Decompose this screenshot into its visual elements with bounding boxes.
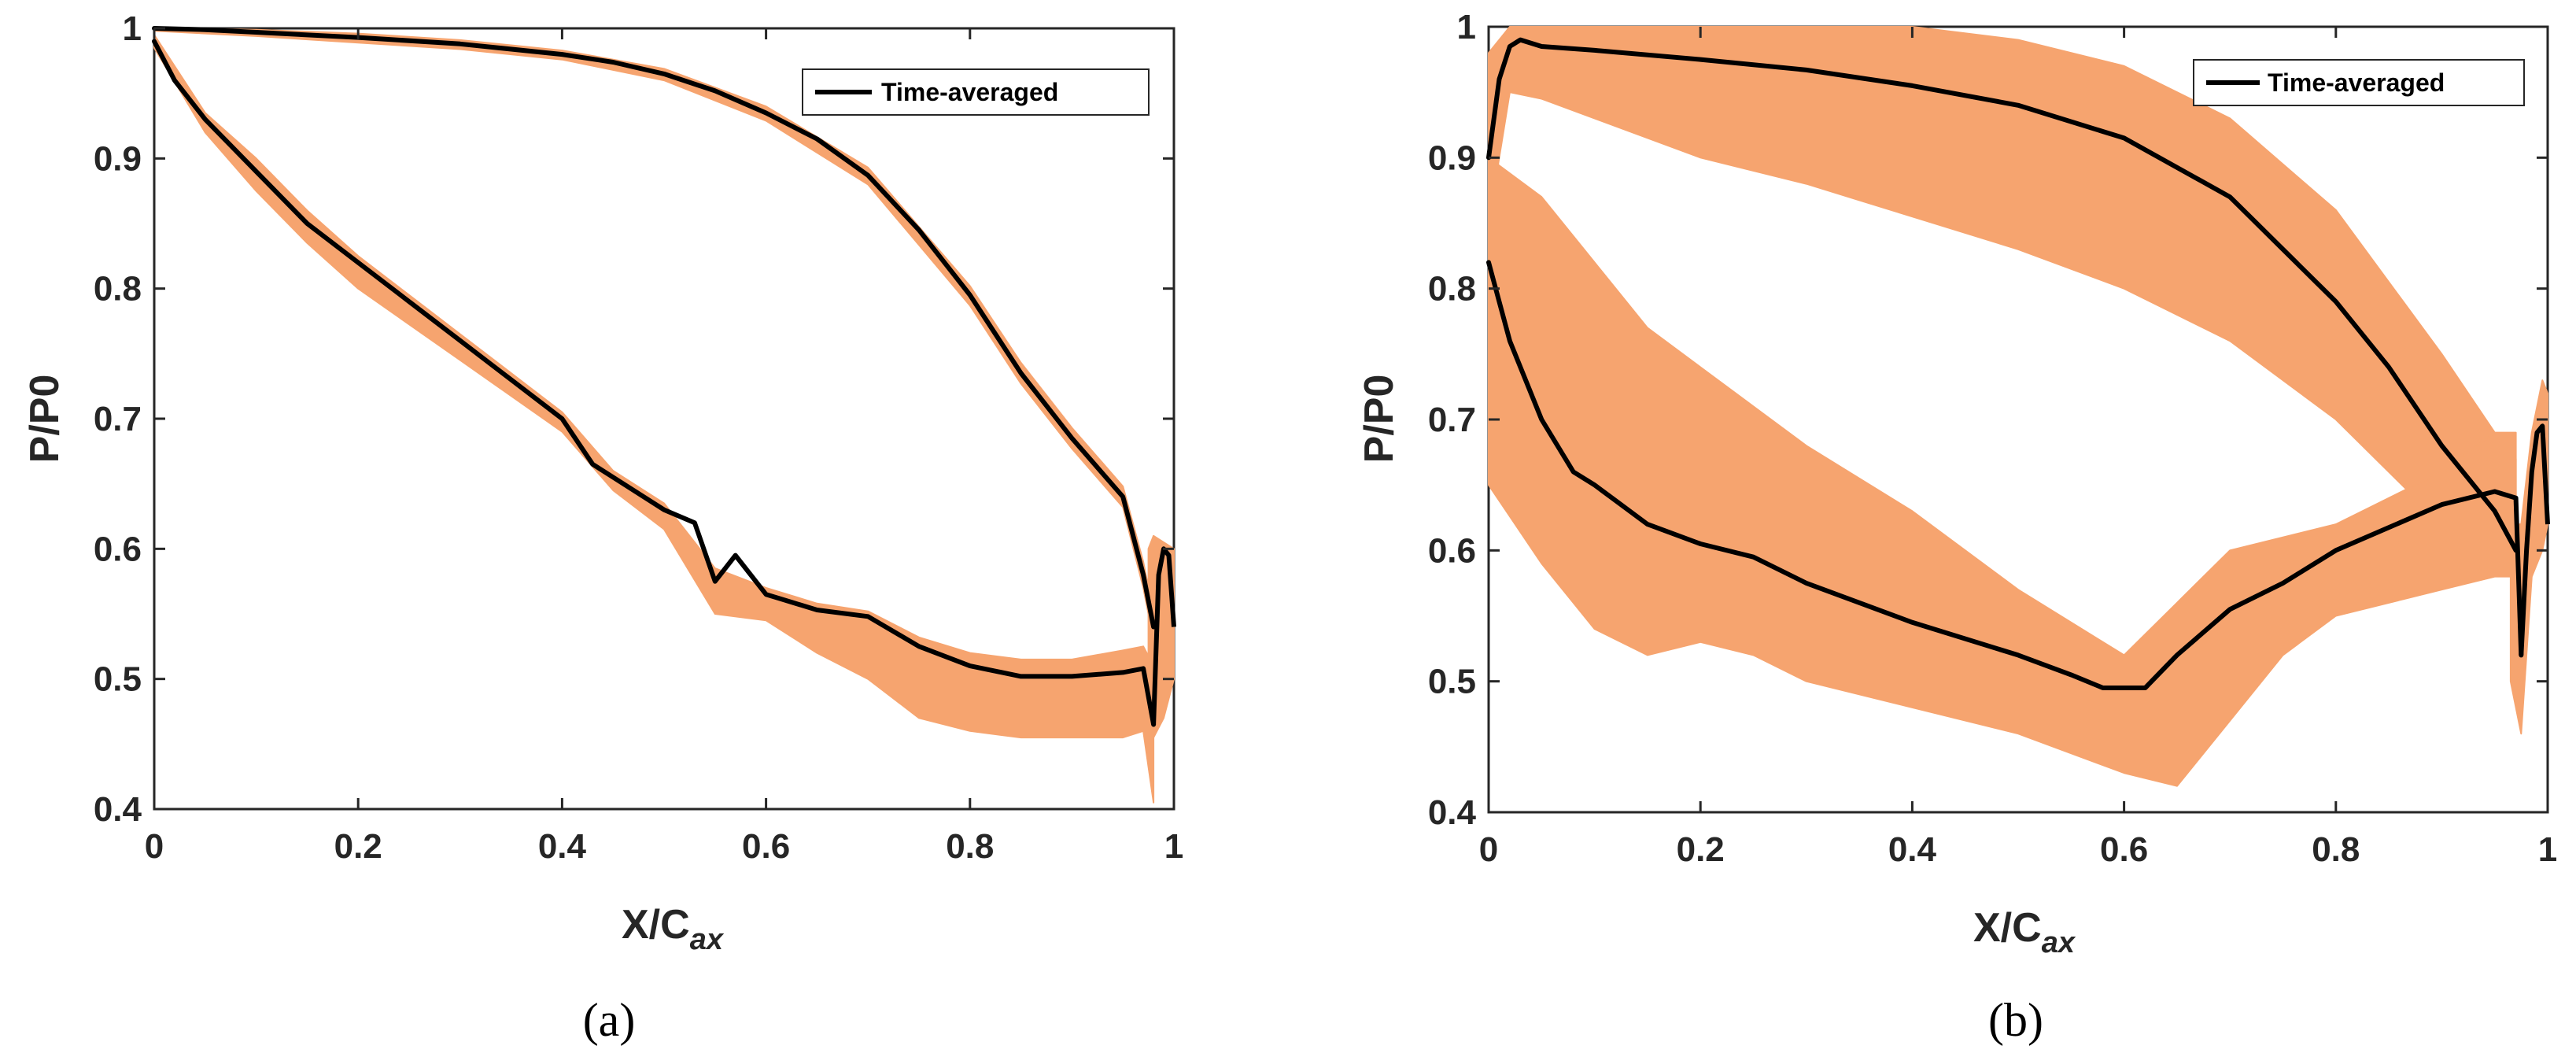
legend-b: Time-averaged [2193, 59, 2525, 106]
legend-text-b: Time-averaged [2268, 68, 2445, 97]
y-tick-label-b: 0.5 [1428, 663, 1476, 701]
legend-a: Time-averaged [802, 68, 1150, 116]
x-tick-label-a: 0.4 [538, 827, 587, 866]
y-tick-label-a: 1 [123, 9, 142, 48]
y-tick-label-a: 0.9 [94, 139, 142, 178]
y-tick-label-a: 0.6 [94, 530, 142, 568]
panel-b: 0 0.2 0.4 0.6 0.8 1 0.4 0.5 0.6 0.7 0.8 0.9 1 Time-a… [1356, 8, 2557, 1046]
band-pressure-a [153, 34, 1155, 804]
suction-side-line-b [1486, 37, 2519, 553]
x-tick-label-b: 0.6 [2100, 830, 2148, 869]
y-tick-label-a: 0.8 [94, 270, 142, 309]
x-axis-label-b: X/Cax [1973, 905, 2076, 959]
x-tick-label-b: 0.8 [2312, 830, 2360, 869]
pressure-side-line-b [1486, 260, 2524, 690]
x-tick-label-a: 0 [145, 827, 164, 866]
panel-a: 0 0.2 0.4 0.6 0.8 1 0.4 0.5 0.6 0.7 0.8 0.9 1 Time-a… [22, 9, 1183, 1046]
y-tick-label-a: 0.5 [94, 660, 142, 699]
ticks-a: 0 0.2 0.4 0.6 0.8 1 0.4 0.5 0.6 0.7 0.8 0.9 1 [94, 9, 1183, 866]
pressure-side-line-a [152, 39, 1157, 727]
y-axis-label-a: P/P0 [22, 375, 68, 464]
x-tick-label-b: 1 [2538, 830, 2557, 869]
x-tick-label-a: 0.2 [334, 827, 382, 866]
x-tick-label-a: 1 [1164, 827, 1183, 866]
y-axis-label-b: P/P0 [1356, 375, 1402, 464]
x-tick-label-b: 0 [1479, 830, 1498, 869]
y-tick-label-a: 0.7 [94, 400, 142, 438]
y-tick-label-b: 0.8 [1428, 270, 1476, 309]
panel-label-b: (b) [1988, 994, 2043, 1046]
x-axis-label-a: X/Cax [622, 902, 725, 956]
ticks-b: 0 0.2 0.4 0.6 0.8 1 0.4 0.5 0.6 0.7 0.8 0.9 1 [1428, 8, 2557, 869]
x-axis-label-main-b: X/C [1973, 905, 2042, 951]
y-tick-label-b: 0.7 [1428, 401, 1476, 439]
x-tick-label-a: 0.8 [946, 827, 994, 866]
x-tick-label-a: 0.6 [742, 827, 790, 866]
panel-label-a: (a) [583, 994, 636, 1046]
x-tick-label-b: 0.4 [1888, 830, 1937, 869]
y-tick-label-b: 0.6 [1428, 531, 1476, 570]
x-axis-label-main-a: X/C [622, 902, 690, 948]
x-axis-label-sub-b: ax [2042, 926, 2076, 959]
plot-content-b [1486, 26, 2550, 787]
y-tick-label-b: 0.4 [1428, 793, 1477, 832]
x-tick-label-b: 0.2 [1677, 830, 1725, 869]
y-tick-label-b: 0.9 [1428, 139, 1476, 177]
legend-text-a: Time-averaged [881, 78, 1058, 106]
trailing-edge-line-b [2519, 423, 2550, 656]
x-axis-label-sub-a: ax [690, 923, 725, 956]
y-tick-label-a: 0.4 [94, 790, 142, 829]
y-tick-label-b: 1 [1457, 8, 1476, 46]
